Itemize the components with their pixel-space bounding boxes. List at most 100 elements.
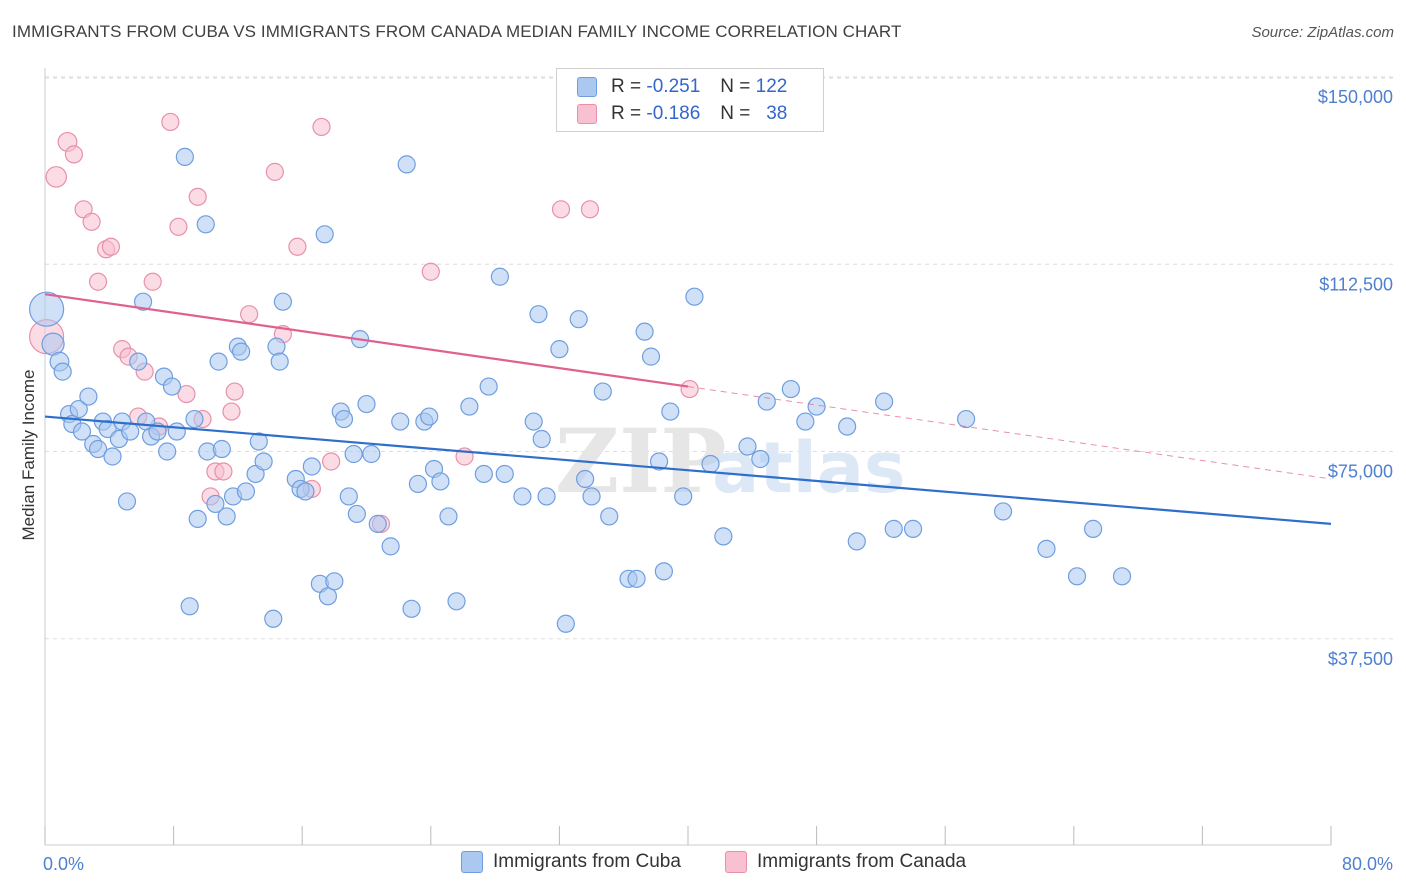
cuba-point: [738, 437, 757, 456]
y-tick-label: $150,000: [1318, 87, 1393, 107]
cuba-point: [325, 572, 344, 591]
canada-point: [82, 212, 101, 231]
chart-title: IMMIGRANTS FROM CUBA VS IMMIGRANTS FROM …: [12, 22, 902, 41]
cuba-point: [781, 379, 800, 399]
cuba-point: [1067, 567, 1087, 586]
canada-point: [240, 305, 259, 324]
cuba-point: [53, 362, 72, 381]
cuba-points: [29, 147, 1132, 633]
cuba-point: [674, 487, 693, 506]
cuba-point: [685, 287, 704, 306]
cuba-point: [79, 387, 98, 406]
cuba-point: [397, 155, 416, 174]
cuba-point: [254, 452, 273, 471]
trend-lines: [44, 293, 1332, 525]
canada-point: [214, 462, 233, 481]
legend-r-cuba: -0.251: [646, 76, 701, 97]
cuba-point: [267, 337, 286, 356]
cuba-point: [185, 409, 204, 429]
cuba-point: [479, 377, 498, 396]
cuba-point: [1037, 539, 1056, 558]
cuba-point: [296, 482, 315, 501]
cuba-point: [641, 347, 661, 366]
cuba-point: [133, 292, 153, 311]
cuba-point: [757, 392, 776, 411]
cuba-point: [121, 422, 140, 441]
canada-point: [312, 117, 331, 137]
legend-r-label: R =: [611, 76, 642, 97]
cuba-point: [175, 147, 194, 166]
cuba-point: [270, 352, 289, 371]
legend-r-canada: -0.186: [646, 103, 701, 124]
cuba-point: [875, 392, 894, 411]
cuba-point: [431, 472, 450, 491]
legend-swatch-canada: [577, 104, 597, 124]
canada-point: [680, 379, 699, 399]
cuba-point: [347, 504, 366, 524]
cuba-point: [956, 409, 976, 429]
cuba-point: [884, 519, 903, 538]
cuba-point: [635, 322, 654, 341]
cuba-point: [439, 507, 458, 526]
cuba-point: [532, 429, 551, 449]
cuba-point: [236, 482, 256, 501]
legend-n-label: N =: [720, 76, 751, 97]
canada-point: [64, 145, 84, 164]
canada-point: [265, 162, 284, 181]
cuba-point: [72, 422, 92, 441]
cuba-point: [576, 469, 595, 489]
cuba-point: [495, 464, 514, 484]
cuba-point: [903, 519, 923, 538]
bottom-legend-canada: Immigrants from Canada: [725, 851, 966, 873]
cuba-point: [334, 409, 354, 429]
cuba-trend-line: [44, 415, 1332, 525]
y-axis-label: Median Family Income: [19, 369, 38, 540]
cuba-point: [167, 422, 186, 441]
cuba-point: [88, 439, 108, 459]
cuba-point: [217, 507, 236, 526]
cuba-point: [117, 492, 137, 511]
cuba-point: [368, 514, 387, 534]
canada-point: [188, 187, 207, 206]
canada-point: [177, 384, 196, 404]
bottom-legend-label-cuba: Immigrants from Cuba: [493, 851, 681, 872]
cuba-point: [593, 382, 612, 401]
cuba-point: [661, 402, 680, 421]
cuba-point: [751, 449, 770, 469]
cuba-point: [158, 442, 177, 461]
cuba-point: [537, 487, 556, 506]
cuba-point: [649, 452, 669, 471]
cuba-point: [524, 412, 543, 431]
cuba-point: [420, 407, 439, 426]
legend: R = -0.251 N = 122 R = -0.186 N = 38: [556, 68, 824, 132]
y-tick-label: $37,500: [1328, 649, 1393, 669]
cuba-point: [654, 562, 673, 581]
cuba-point: [847, 532, 866, 551]
cuba-point: [212, 439, 231, 459]
bottom-legend-swatch-canada: [725, 851, 747, 873]
cuba-point: [249, 432, 268, 451]
cuba-point: [838, 417, 857, 436]
cuba-point: [188, 509, 207, 529]
legend-row-canada: R = -0.186 N = 38: [577, 101, 787, 127]
cuba-point: [447, 592, 466, 611]
canada-point: [143, 272, 162, 291]
cuba-point: [362, 444, 381, 464]
source-label: Source: ZipAtlas.com: [1251, 24, 1394, 41]
legend-n-canada: 38: [766, 103, 788, 124]
cuba-point: [196, 215, 215, 234]
cuba-point: [569, 310, 588, 329]
cuba-point: [402, 599, 421, 618]
axes: [44, 68, 1332, 846]
cuba-point: [206, 494, 225, 514]
y-tick-label: $112,500: [1319, 274, 1393, 294]
cuba-point: [1083, 519, 1103, 538]
x-tick-label: 80.0%: [1342, 854, 1393, 874]
watermark-atlas: atlas: [712, 427, 906, 509]
cuba-point: [273, 292, 293, 311]
canada-trend-line: [44, 293, 689, 388]
canada-point: [421, 262, 440, 281]
cuba-point: [209, 352, 228, 371]
y-tick-labels: $37,500 $75,000 $112,500 $150,000: [1318, 87, 1393, 669]
canada-point: [551, 200, 571, 219]
